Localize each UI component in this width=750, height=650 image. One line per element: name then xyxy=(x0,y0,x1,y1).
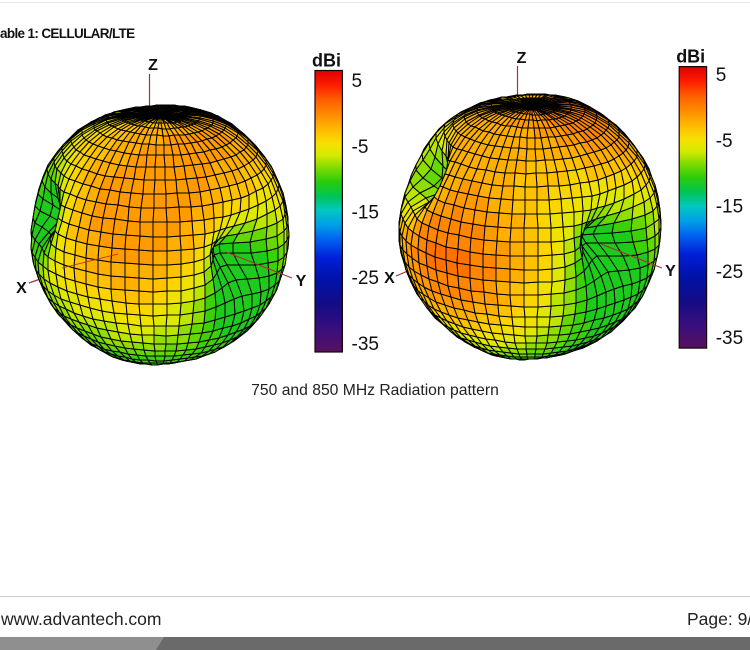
svg-text:Z: Z xyxy=(148,57,158,74)
svg-text:-35: -35 xyxy=(716,328,743,349)
svg-text:dBi: dBi xyxy=(676,47,705,67)
svg-text:-25: -25 xyxy=(716,262,743,283)
svg-text:-15: -15 xyxy=(352,203,379,224)
svg-text:X: X xyxy=(384,270,395,287)
svg-text:Z: Z xyxy=(517,50,527,67)
svg-text:5: 5 xyxy=(352,71,363,92)
svg-text:dBi: dBi xyxy=(312,51,341,71)
svg-text:X: X xyxy=(16,280,27,297)
svg-text:5: 5 xyxy=(716,65,727,86)
svg-text:-25: -25 xyxy=(352,268,379,289)
svg-text:-15: -15 xyxy=(716,197,743,218)
svg-text:-35: -35 xyxy=(352,334,379,355)
svg-text:Y: Y xyxy=(665,263,676,280)
svg-text:Y: Y xyxy=(296,273,307,290)
svg-text:-5: -5 xyxy=(716,131,733,152)
svg-text:-5: -5 xyxy=(352,137,369,158)
